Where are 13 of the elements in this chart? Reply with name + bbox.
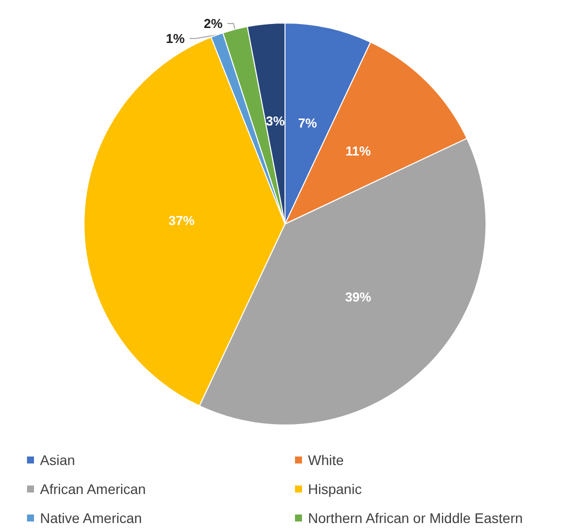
data-label: 11% <box>346 143 372 158</box>
legend-label: African American <box>40 481 146 497</box>
data-label: 7% <box>298 115 318 130</box>
data-label: 1% <box>166 31 186 46</box>
legend-label: Northern African or Middle Eastern <box>308 510 523 526</box>
legend-label: Hispanic <box>308 481 362 497</box>
data-label: 2% <box>204 16 223 32</box>
data-label: 3% <box>266 113 286 128</box>
data-label: 39% <box>345 290 372 305</box>
data-label: 37% <box>168 213 195 228</box>
legend-label: Asian <box>40 452 76 468</box>
legend-label: White <box>308 452 344 468</box>
legend-label: Native American <box>40 510 142 526</box>
